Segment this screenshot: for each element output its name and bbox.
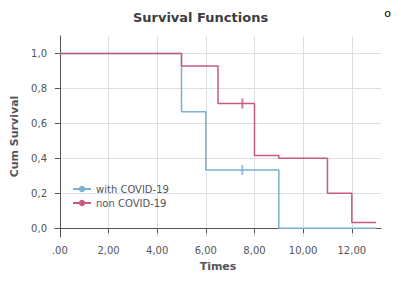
svg-text:0,2: 0,2 xyxy=(31,188,47,199)
svg-text:1,0: 1,0 xyxy=(31,48,47,59)
svg-text:0,8: 0,8 xyxy=(31,83,47,94)
svg-text:10,00: 10,00 xyxy=(289,245,318,256)
svg-text:non COVID-19: non COVID-19 xyxy=(96,198,166,209)
svg-text:0,6: 0,6 xyxy=(31,118,47,129)
svg-text:Cum Survival: Cum Survival xyxy=(8,96,21,178)
svg-text:6,00: 6,00 xyxy=(195,245,217,256)
svg-text:0,4: 0,4 xyxy=(31,153,47,164)
svg-text:Survival Functions: Survival Functions xyxy=(133,10,268,25)
svg-text:o: o xyxy=(384,7,391,20)
svg-text:4,00: 4,00 xyxy=(146,245,168,256)
svg-text:2,00: 2,00 xyxy=(97,245,119,256)
svg-text:.00: .00 xyxy=(52,245,68,256)
svg-text:with COVID-19: with COVID-19 xyxy=(96,184,169,195)
svg-text:0,0: 0,0 xyxy=(31,223,47,234)
svg-text:8,00: 8,00 xyxy=(243,245,265,256)
svg-text:12,00: 12,00 xyxy=(337,245,366,256)
svg-text:Times: Times xyxy=(200,260,237,273)
